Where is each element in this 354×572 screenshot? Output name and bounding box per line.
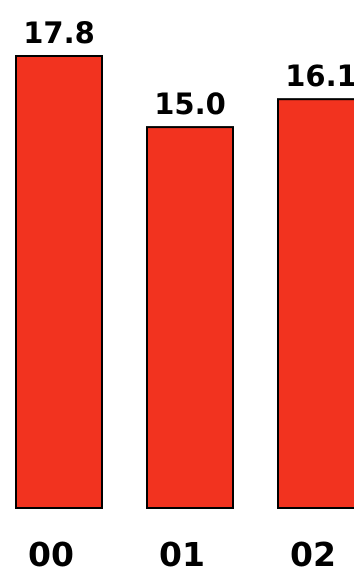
value-labels-layer: 17.8 15.0 16.1 [23,16,354,121]
value-label-02: 16.1 [285,59,354,93]
bars-layer [15,55,354,509]
bar-01 [146,126,234,509]
x-tick-label-01: 01 [159,535,205,572]
value-label-01: 15.0 [154,87,226,121]
x-tick-labels: 00 01 02 [28,535,336,572]
bar-02 [277,98,354,509]
bar-00 [15,55,103,509]
x-tick-label-00: 00 [28,535,74,572]
value-label-00: 17.8 [23,16,95,50]
x-tick-label-02: 02 [290,535,336,572]
